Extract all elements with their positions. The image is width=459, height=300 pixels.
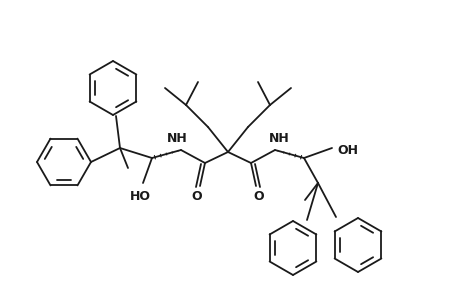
Text: HO: HO <box>129 190 150 203</box>
Text: O: O <box>191 190 202 202</box>
Text: NH: NH <box>166 131 187 145</box>
Text: OH: OH <box>337 143 358 157</box>
Text: NH: NH <box>268 131 289 145</box>
Text: O: O <box>253 190 264 202</box>
